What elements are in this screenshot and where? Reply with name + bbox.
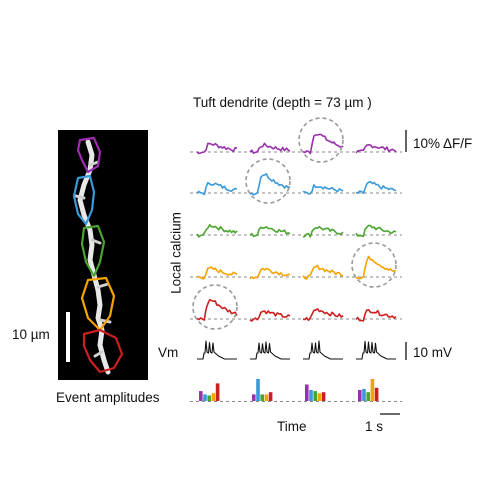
highlight-circle-roi-5 [192, 284, 238, 330]
event-highlight-circles [192, 117, 397, 330]
amplitude-bar-event-1-roi-1 [199, 391, 203, 401]
vm-trace-event-1 [197, 340, 237, 360]
vm-traces [197, 340, 396, 360]
vm-trace-event-3 [303, 340, 343, 360]
event-amplitude-bars [190, 379, 402, 402]
micro-scale-label: 10 µm [12, 327, 50, 342]
amplitude-bar-event-1-roi-4 [211, 393, 216, 401]
vm-label: Vm [158, 345, 179, 360]
amplitude-bar-event-1-roi-5 [215, 383, 220, 401]
roi-outline-red [82, 328, 124, 374]
time-scale-label: 1 s [365, 419, 384, 434]
micro-scale-bar [66, 312, 70, 362]
amplitude-bar-event-4-roi-2 [362, 388, 366, 401]
calcium-trace-roi-3-event-2 [249, 226, 291, 238]
calcium-trace-roi-3-event-1 [196, 224, 238, 238]
figure-title: Tuft dendrite (depth = 73 µm ) [193, 95, 372, 110]
calcium-trace-roi-1-event-4 [355, 143, 397, 154]
amplitude-bar-event-3-roi-4 [317, 393, 322, 401]
calcium-trace-roi-2-event-3 [302, 184, 344, 195]
calcium-trace-roi-3-event-4 [355, 224, 397, 238]
calcium-trace-roi-4-event-2 [249, 267, 291, 280]
calcium-trace-roi-2-event-2 [249, 173, 291, 196]
dff-scale-label: 10% ΔF/F [413, 136, 473, 151]
calcium-trace-roi-5-event-3 [302, 308, 344, 322]
vm-trace-event-2 [250, 341, 290, 360]
amplitude-bar-event-4-roi-5 [374, 387, 379, 401]
amplitude-bar-event-3-roi-3 [313, 391, 317, 401]
amplitude-bar-event-2-roi-3 [260, 394, 264, 401]
dendrite-image-background [58, 130, 148, 380]
calcium-traces [190, 133, 402, 322]
dendrite-image [58, 130, 148, 380]
amplitude-bar-event-4-roi-3 [366, 392, 370, 401]
calcium-trace-roi-1-event-2 [249, 142, 291, 154]
vm-trace-event-4 [356, 340, 396, 360]
calcium-trace-roi-1-event-3 [302, 133, 344, 155]
highlight-circle-roi-1 [298, 117, 344, 163]
calcium-trace-roi-4-event-3 [302, 264, 344, 280]
time-axis-label: Time [277, 419, 307, 434]
amplitude-bar-event-3-roi-5 [321, 392, 326, 401]
amplitude-bar-event-1-roi-2 [203, 394, 207, 401]
amplitude-bar-event-4-roi-4 [370, 379, 375, 401]
dendrite-skeleton [77, 139, 111, 375]
calcium-trace-roi-4-event-4 [355, 255, 397, 280]
dendrite-spines [74, 160, 112, 358]
roi-outline-orange [80, 276, 116, 332]
calcium-trace-roi-5-event-2 [249, 310, 291, 322]
calcium-trace-roi-1-event-1 [196, 142, 238, 155]
roi-outline-blue [72, 174, 96, 226]
calcium-trace-roi-5-event-1 [196, 298, 238, 321]
amplitude-bar-event-2-roi-2 [256, 379, 260, 401]
calcium-trace-roi-3-event-3 [302, 225, 344, 238]
amplitude-bar-event-4-roi-1 [358, 390, 362, 401]
trace-panel [190, 117, 407, 415]
calcium-trace-roi-2-event-1 [196, 181, 238, 196]
event-amplitudes-label: Event amplitudes [56, 390, 160, 405]
amplitude-bar-event-1-roi-3 [207, 395, 211, 401]
highlight-circle-roi-4 [351, 242, 397, 288]
amplitude-bar-event-3-roi-1 [305, 384, 309, 401]
amplitude-bar-event-2-roi-5 [268, 392, 273, 401]
amplitude-bar-event-2-roi-4 [264, 394, 269, 401]
roi-outline-purple [76, 136, 102, 174]
vm-scale-label: 10 mV [413, 345, 453, 360]
calcium-trace-roi-2-event-4 [355, 180, 397, 195]
highlight-circle-roi-2 [245, 158, 291, 204]
amplitude-bar-event-3-roi-2 [309, 390, 313, 401]
roi-outline-green [80, 224, 106, 278]
amplitude-bar-event-2-roi-1 [252, 394, 256, 401]
calcium-trace-roi-5-event-4 [355, 308, 397, 322]
y-axis-label: Local calcium [168, 212, 184, 294]
calcium-trace-roi-4-event-1 [196, 266, 238, 280]
